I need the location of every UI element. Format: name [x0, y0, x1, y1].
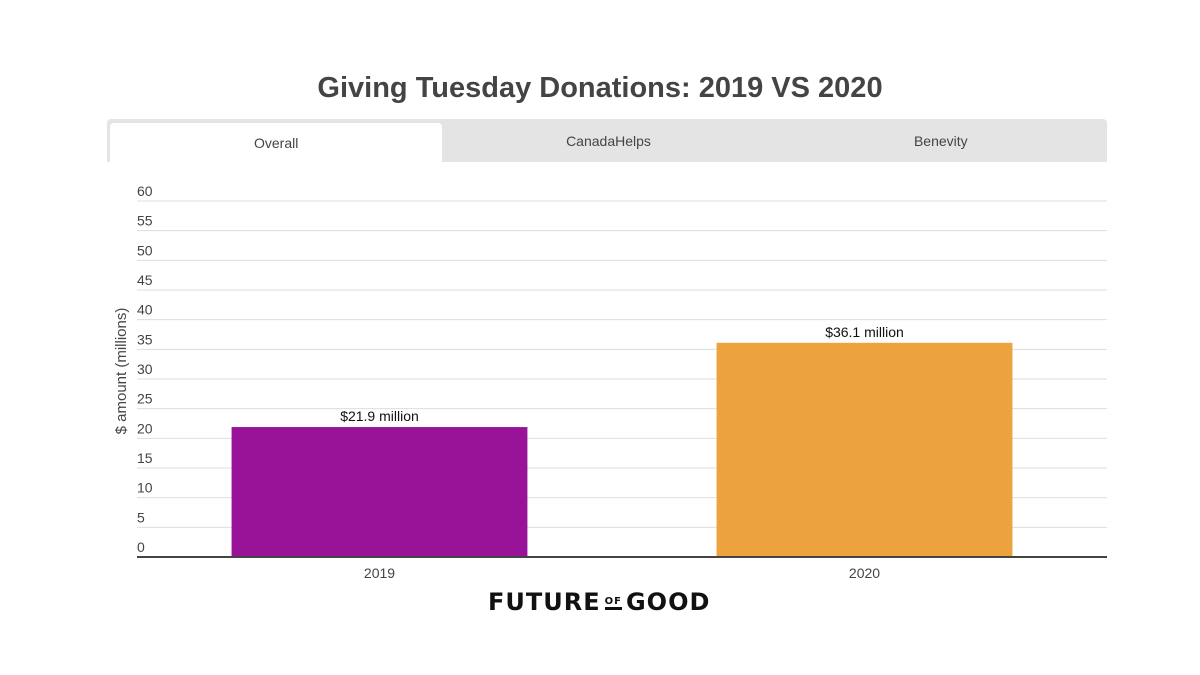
logo-part: GOOD: [625, 588, 711, 616]
y-tick-label: 45: [137, 272, 153, 288]
y-tick-label: 30: [137, 361, 153, 377]
bar-2019: [231, 427, 528, 557]
y-tick-label: 25: [137, 391, 153, 407]
data-label: $21.9 million: [340, 408, 419, 424]
y-tick-label: 15: [137, 450, 153, 466]
x-tick-label: 2020: [849, 565, 880, 581]
y-tick-label: 50: [137, 242, 153, 258]
logo-part: FUTURE: [488, 588, 601, 616]
chart-title: Giving Tuesday Donations: 2019 VS 2020: [317, 72, 883, 104]
y-tick-label: 60: [137, 183, 153, 199]
tab-overall[interactable]: Overall: [110, 123, 443, 162]
logo-part: OF: [604, 596, 622, 610]
data-label: $36.1 million: [825, 324, 904, 340]
tab-canadahelps[interactable]: CanadaHelps: [566, 133, 651, 149]
x-tick-label: 2019: [364, 565, 395, 581]
y-tick-label: 5: [137, 509, 145, 525]
y-tick-label: 0: [137, 539, 145, 555]
y-axis-label: $ amount (millions): [113, 308, 130, 435]
bar-2020: [716, 342, 1013, 557]
y-tick-label: 35: [137, 331, 153, 347]
y-tick-label: 20: [137, 420, 153, 436]
y-tick-label: 55: [137, 213, 153, 229]
y-tick-label: 10: [137, 480, 153, 496]
y-tick-label: 40: [137, 302, 153, 318]
future-of-good-logo: FUTURE OF GOOD: [488, 588, 710, 616]
tab-benevity[interactable]: Benevity: [913, 133, 968, 149]
tab-bar: Overall CanadaHelps Benevity: [107, 119, 1107, 162]
